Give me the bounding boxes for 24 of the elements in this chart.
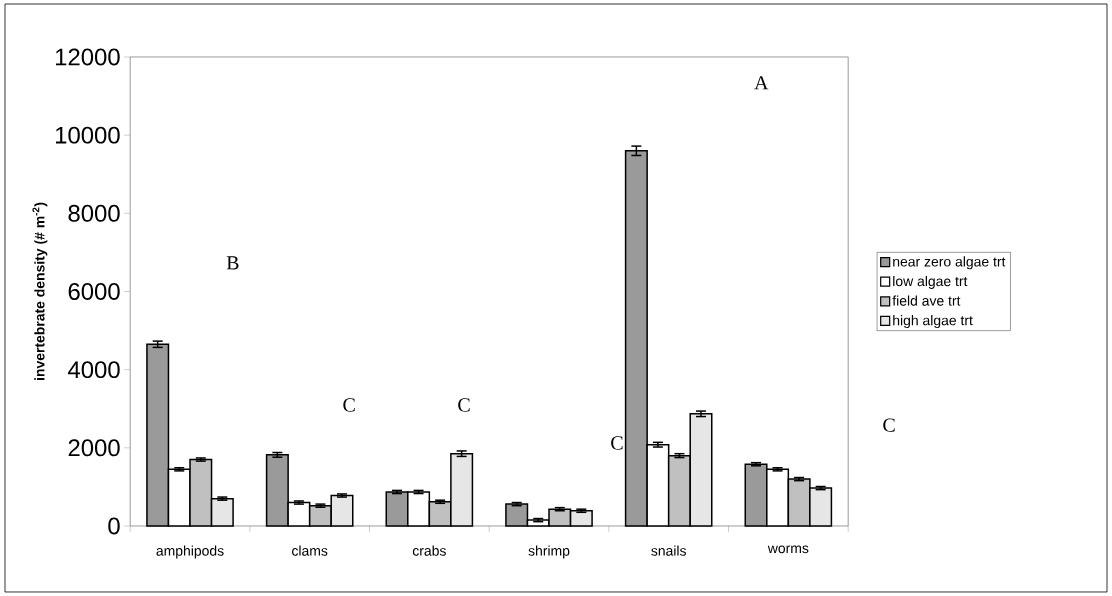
annotation: C	[611, 436, 623, 450]
annotation: B	[226, 256, 239, 270]
legend-label: low algae trt	[893, 275, 968, 289]
x-tick-label: snails	[651, 545, 686, 556]
legend-label: high algae trt	[893, 315, 973, 329]
x-tick-label: amphipods	[156, 545, 224, 559]
annotation: C	[458, 398, 470, 412]
y-tick-label: 4000	[68, 361, 120, 379]
legend-label: near zero algae trt	[893, 256, 1006, 270]
y-tick-label: 12000	[55, 48, 120, 66]
x-tick-label: shrimp	[528, 545, 570, 559]
y-tick-label: 0	[108, 517, 120, 535]
x-tick-label: crabs	[412, 545, 446, 556]
legend-label: field ave trt	[892, 295, 961, 306]
text: C	[883, 418, 895, 432]
y-axis-title: invertebrate density (# m$^{-2}$)	[32, 202, 48, 380]
annotation: C	[343, 398, 355, 412]
y-tick-label: 6000	[68, 283, 120, 300]
annotation: A	[754, 76, 769, 90]
y-tick-label: 2000	[68, 439, 120, 457]
y-tick-label: 8000	[68, 204, 120, 222]
y-tick-label: 10000	[55, 126, 120, 144]
x-tick-label: clams	[292, 545, 328, 556]
x-tick-label: worms	[767, 545, 809, 554]
